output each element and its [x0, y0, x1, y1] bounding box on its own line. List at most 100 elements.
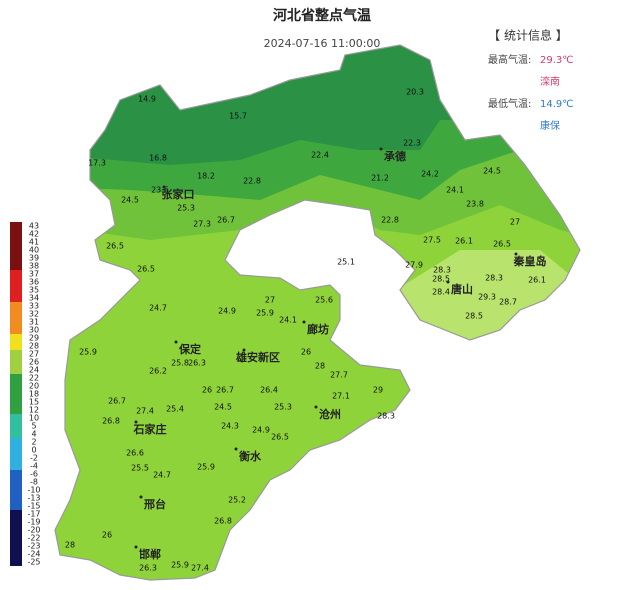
station-temp: 26.5: [493, 240, 511, 249]
city-dot: [234, 447, 238, 451]
station-temp: 26.8: [214, 517, 232, 526]
legend-tick: 0: [31, 446, 36, 455]
station-temp: 21.2: [371, 174, 389, 183]
station-temp: 25.6: [315, 296, 333, 305]
city-name: 保定: [178, 342, 201, 356]
legend-tick: 22: [29, 374, 39, 383]
station-temp: 15.7: [229, 112, 247, 121]
station-temp: 28.3: [485, 274, 503, 283]
min-station: 康保: [540, 119, 560, 132]
title: 河北省整点气温: [273, 7, 371, 24]
station-temp: 24.1: [279, 316, 297, 325]
station-temp: 26: [301, 348, 311, 357]
legend-tick: 24: [29, 366, 39, 375]
legend-tick: 27: [29, 350, 39, 359]
station-temp: 23.5: [151, 186, 169, 195]
legend-swatch: [10, 550, 22, 558]
legend-swatch: [10, 334, 22, 342]
legend-tick: -15: [27, 502, 40, 511]
legend-tick: 28: [29, 342, 39, 351]
city-name: 张家口: [162, 187, 195, 201]
station-temp: 25.4: [166, 405, 184, 414]
legend-tick: -8: [30, 478, 38, 487]
station-temp: 25.9: [197, 463, 215, 472]
legend-tick: -2: [30, 454, 38, 463]
legend-swatch: [10, 398, 22, 406]
stats-heading: 【 统计信息 】: [488, 28, 568, 43]
station-temp: 24.9: [252, 426, 270, 435]
city-dot: [162, 185, 166, 189]
station-temp: 26: [102, 531, 112, 540]
legend-swatch: [10, 422, 22, 430]
legend-tick: 31: [29, 318, 39, 327]
station-temp: 24.5: [483, 167, 501, 176]
station-temp: 24.5: [121, 196, 139, 205]
legend-swatch: [10, 350, 22, 358]
legend-swatch: [10, 478, 22, 486]
station-temp: 18.2: [197, 172, 215, 181]
legend-tick: 4: [31, 430, 36, 439]
city-name: 承德: [384, 149, 406, 163]
city-name: 廊坊: [307, 322, 329, 336]
legend-swatch: [10, 342, 22, 350]
min-label: 最低气温:: [488, 97, 531, 110]
legend-tick: 35: [29, 286, 39, 295]
station-temp: 26.5: [137, 265, 155, 274]
station-temp: 26.3: [139, 564, 157, 573]
legend-swatch: [10, 406, 22, 414]
legend-tick: 32: [29, 310, 39, 319]
station-temp: 16.8: [149, 154, 167, 163]
station-temp: 25.9: [171, 561, 189, 570]
legend-tick: 5: [31, 422, 36, 431]
legend-swatch: [10, 558, 22, 566]
station-temp: 26.7: [216, 386, 234, 395]
legend-swatch: [10, 222, 22, 230]
station-temp: 25.9: [256, 309, 274, 318]
station-temp: 25.9: [79, 348, 97, 357]
legend-tick: -4: [30, 462, 38, 471]
legend-tick: 38: [29, 262, 39, 271]
legend-swatch: [10, 462, 22, 470]
legend-tick: 2: [31, 438, 36, 447]
station-temp: 28.5: [432, 275, 450, 284]
legend-tick: 10: [29, 414, 39, 423]
station-temp: 27.7: [330, 371, 348, 380]
city-name: 沧州: [319, 407, 341, 421]
max-station: 滦南: [540, 75, 560, 88]
station-temp: 26.3: [188, 359, 206, 368]
station-temp: 27.3: [193, 220, 211, 229]
station-temp: 25.3: [274, 403, 292, 412]
legend-tick: -25: [27, 558, 40, 567]
legend-swatch: [10, 430, 22, 438]
city-name: 衡水: [239, 449, 262, 463]
legend-swatch: [10, 510, 22, 518]
legend-swatch: [10, 294, 22, 302]
legend-swatch: [10, 542, 22, 550]
legend-swatch: [10, 470, 22, 478]
legend-tick: 36: [29, 278, 39, 287]
legend-swatch: [10, 438, 22, 446]
station-temp: 24.5: [214, 403, 232, 412]
legend-tick: -23: [27, 542, 40, 551]
legend-tick: -6: [30, 470, 38, 479]
legend-tick: 20: [29, 382, 39, 391]
city-dot: [514, 252, 518, 256]
legend-tick: 30: [29, 326, 39, 335]
legend-swatch: [10, 318, 22, 326]
station-temp: 22.3: [403, 139, 421, 148]
station-temp: 26.7: [108, 397, 126, 406]
station-temp: 26.1: [455, 237, 473, 246]
min-value: 14.9℃: [540, 99, 574, 110]
station-temp: 28.3: [433, 266, 451, 275]
max-value: 29.3℃: [540, 55, 574, 66]
legend-swatch: [10, 518, 22, 526]
station-temp: 26.6: [126, 449, 144, 458]
city-name: 石家庄: [133, 422, 167, 436]
legend-swatch: [10, 414, 22, 422]
legend-swatch: [10, 238, 22, 246]
city-dot: [302, 320, 306, 324]
city-dot: [139, 495, 143, 499]
station-temp: 24.9: [218, 307, 236, 316]
